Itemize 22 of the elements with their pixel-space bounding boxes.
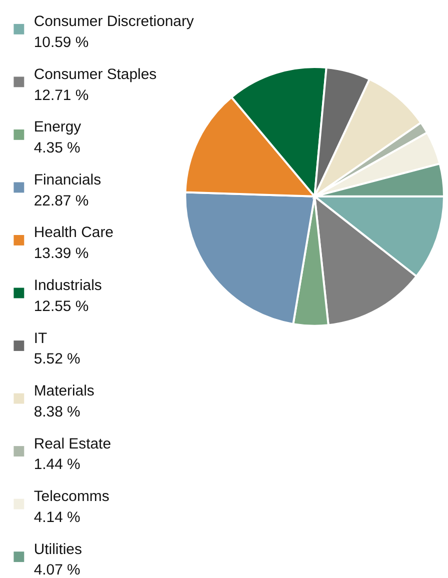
legend-label: Energy (34, 118, 82, 136)
data-label: 8.38 % (34, 403, 80, 420)
data-label: 12.71 % (34, 86, 89, 104)
legend-label: Telecomms (34, 488, 110, 506)
data-label: 12.55 % (34, 298, 89, 315)
data-label: 4.07 % (34, 562, 80, 578)
data-label: 22.87 % (34, 192, 89, 210)
legend-label: Utilities (34, 540, 82, 558)
legend-label: Real Estate (34, 435, 111, 452)
legend-label: IT (34, 330, 48, 347)
legend-label: Industrials (34, 277, 102, 294)
data-label: 4.35 % (34, 140, 80, 157)
legend-label: Consumer Discretionary (34, 13, 194, 30)
data-label: 10.59 % (34, 34, 89, 52)
legend-label: Materials (34, 382, 94, 400)
data-label: 4.14 % (34, 508, 80, 526)
data-label: 1.44 % (34, 456, 80, 474)
legend-label: Financials (34, 171, 102, 188)
legend-label: Consumer Staples (34, 66, 157, 83)
legend-label: Health Care (34, 224, 114, 242)
data-label: 5.52 % (34, 350, 80, 368)
data-label: 13.39 % (34, 245, 89, 262)
